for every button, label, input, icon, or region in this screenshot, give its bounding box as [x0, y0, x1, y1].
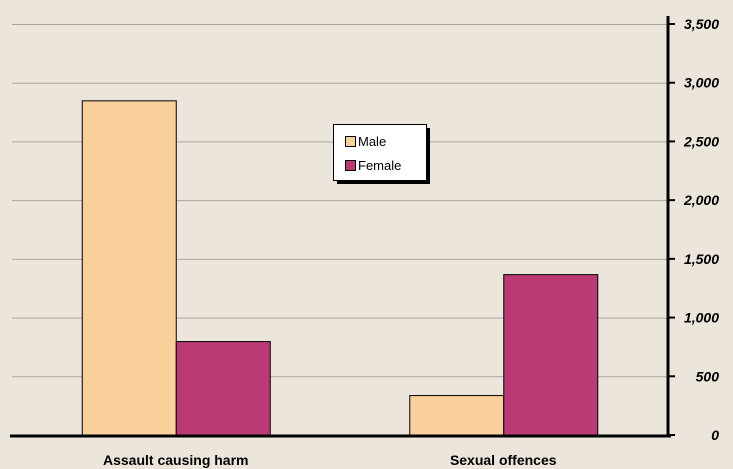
category-label-1: Sexual offences [450, 452, 557, 468]
legend-label-female: Female [358, 158, 401, 173]
legend: Male Female [333, 124, 430, 184]
y-tick-label-0: 0 [711, 427, 719, 443]
y-tick-label-6: 3,000 [684, 75, 719, 91]
bar-female-1 [503, 274, 599, 436]
bars [81, 100, 599, 436]
legend-box [333, 124, 427, 181]
y-tick-label-3: 1,500 [684, 251, 719, 267]
y-tick-label-4: 2,000 [683, 192, 719, 208]
y-tick-label-1: 500 [696, 368, 720, 384]
bar-male-1 [409, 395, 505, 436]
category-labels: Assault causing harm Sexual offences [103, 452, 557, 468]
legend-label-male: Male [358, 134, 386, 149]
axes [10, 16, 675, 438]
y-tick-label-2: 1,000 [684, 310, 719, 326]
category-label-0: Assault causing harm [103, 452, 249, 468]
bar-female-0 [175, 341, 271, 436]
legend-swatch-male [345, 136, 356, 147]
bar-male-0 [81, 100, 177, 436]
legend-swatch-female [345, 160, 356, 171]
y-tick-labels: 0 500 1,000 1,500 2,000 2,500 3,000 3,500 [683, 16, 719, 443]
y-tick-label-7: 3,500 [684, 16, 719, 32]
y-tick-label-5: 2,500 [683, 133, 719, 149]
